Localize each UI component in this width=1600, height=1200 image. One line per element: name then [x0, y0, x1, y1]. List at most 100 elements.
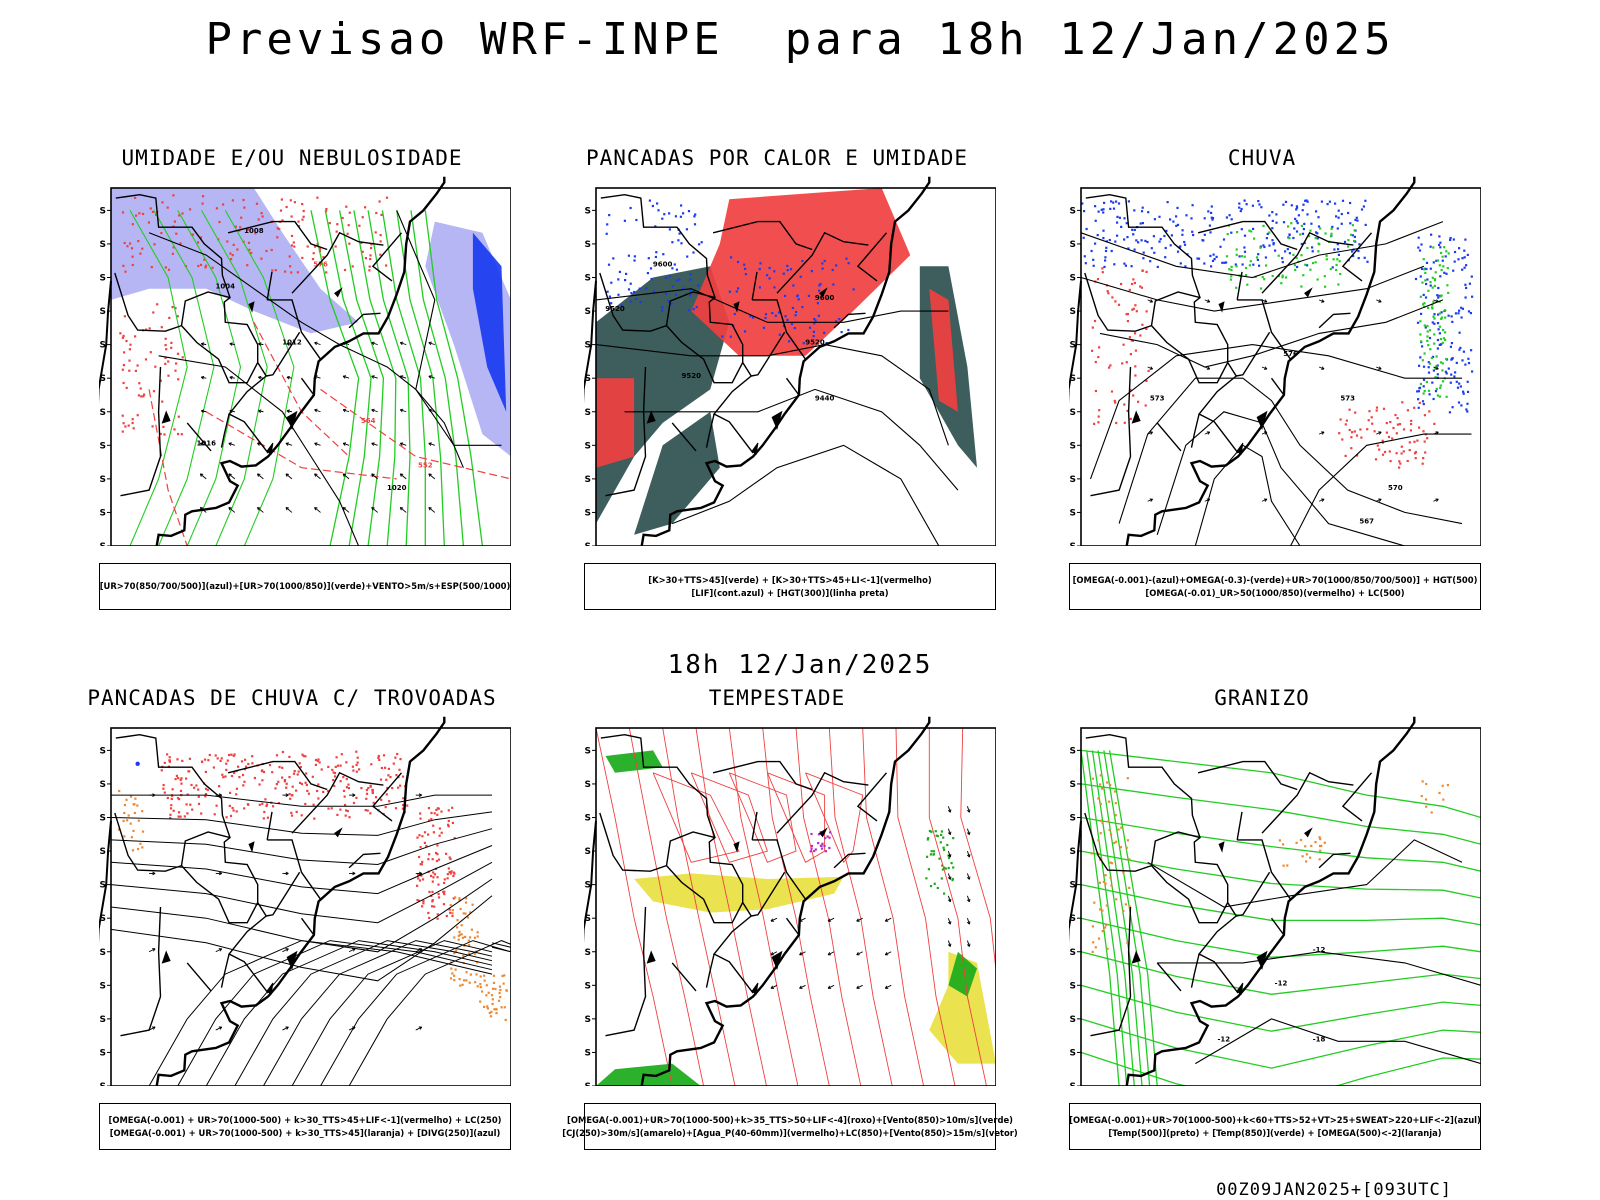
omega-area-blue [1083, 255, 1086, 258]
omega-area-blue [1352, 254, 1355, 258]
thunderstorm-area-red [432, 824, 435, 827]
wind-850-area-green [930, 830, 933, 833]
streamline-arrow [1149, 366, 1154, 370]
omega-area-blue [1210, 216, 1213, 219]
omega-area-green [1430, 356, 1433, 359]
rain-area-red [1378, 448, 1381, 451]
humidity-speckle-red [191, 233, 195, 236]
y-tick-label: 39S [584, 508, 591, 518]
omega-area-blue [1219, 245, 1222, 248]
lifted-index-contour-blue [793, 327, 796, 330]
omega-area-green [1330, 232, 1333, 235]
omega-area-blue [1234, 263, 1237, 266]
omega-area-blue [1426, 278, 1429, 281]
severe-storm-area-purple [824, 850, 827, 853]
lifted-index-contour-blue [665, 276, 668, 279]
humidity-speckle-red [137, 394, 140, 397]
thunderstorm-area-orange [476, 935, 479, 938]
omega-area-blue [1238, 202, 1241, 205]
y-tick-label: 15S [1069, 240, 1076, 250]
streamline-arrow [1263, 366, 1268, 370]
thunderstorm-area-orange [118, 789, 121, 793]
omega-area-blue [1337, 253, 1340, 256]
omega-area-blue [1252, 263, 1255, 266]
omega-area-blue [1451, 320, 1454, 323]
political-border [712, 220, 813, 251]
humidity-speckle-red [316, 196, 319, 199]
omega-area-blue [1203, 262, 1206, 265]
omega-area-green [1442, 265, 1445, 268]
omega-area-blue [1433, 313, 1436, 316]
wind-vector-850 [856, 952, 860, 956]
thunderstorm-area-red [330, 807, 333, 810]
streamline [205, 940, 493, 1086]
streamline-arrow [218, 871, 222, 876]
political-border [605, 366, 647, 497]
omega-area-green [1235, 248, 1238, 251]
omega-area-blue [1116, 221, 1119, 224]
thunderstorm-area-orange [460, 924, 463, 927]
humidity-speckle-red [153, 243, 156, 246]
temperature-850-contour [1080, 1051, 1481, 1086]
low-level-humidity-contour [153, 210, 215, 546]
thunderstorm-area-red [435, 808, 438, 811]
humidity-speckle-red [306, 245, 309, 248]
omega-area-green [1300, 254, 1303, 257]
omega-area-blue [1432, 261, 1435, 264]
thunderstorm-area-red [195, 784, 198, 787]
omega-area-blue [1176, 223, 1180, 226]
thunderstorm-area-red [438, 834, 441, 837]
thunderstorm-area-red [307, 792, 310, 795]
rain-area-red [1382, 407, 1386, 410]
omega-500-area-orange [1113, 842, 1116, 845]
lifted-index-contour-blue [744, 267, 747, 270]
lifted-index-contour-blue [728, 290, 731, 293]
omega-area-green [1293, 264, 1296, 267]
omega-500-area-orange [1115, 840, 1118, 843]
thunderstorm-area-red [204, 793, 208, 796]
thunderstorm-area-orange [464, 901, 468, 904]
thunderstorm-area-orange [456, 926, 459, 929]
lifted-index-contour-blue [749, 315, 752, 318]
rain-area-red [1408, 441, 1411, 444]
thunderstorm-area-orange [476, 961, 479, 964]
atlantic-coastline [155, 716, 446, 1086]
thunderstorm-area-red [365, 797, 368, 800]
wind-arrow [314, 506, 318, 511]
lifted-index-contour-blue [788, 340, 791, 343]
omega-area-green [1427, 344, 1430, 347]
thunderstorm-area-red [386, 786, 389, 790]
thunderstorm-area-orange [467, 939, 470, 942]
contour-label: -12 [1313, 946, 1326, 954]
omega-area-blue [1335, 215, 1338, 218]
political-border [1236, 331, 1271, 377]
lake-shape [161, 410, 171, 424]
humidity-speckle-red [135, 214, 138, 217]
omega-500-area-orange [1124, 903, 1127, 906]
humidity-speckle-red [260, 257, 263, 260]
lake-shape [1218, 841, 1225, 853]
omega-area-blue [1432, 397, 1435, 401]
omega-500-area-orange [1421, 780, 1424, 783]
humidity-speckle-red [174, 369, 177, 372]
lifted-index-contour-blue [675, 293, 678, 297]
omega-area-blue [1239, 210, 1242, 213]
wind-arrow [342, 473, 347, 477]
thunderstorm-area-orange [453, 979, 456, 982]
omega-area-green [1429, 348, 1432, 351]
omega-area-blue [1183, 243, 1187, 246]
legend-line: [OMEGA(-0.001) + UR>70(1000-500) + k>30_… [109, 1127, 501, 1138]
humidity-speckle-red [143, 393, 146, 396]
lifted-index-contour-blue [688, 309, 691, 312]
thunderstorm-area-orange [456, 919, 459, 922]
wind-850-area-green [927, 837, 930, 840]
humidity-speckle-red [140, 395, 143, 398]
thunderstorm-area-red [327, 807, 330, 810]
humidity-speckle-red [173, 428, 176, 431]
thunderstorm-area-red [258, 783, 261, 786]
y-tick-label: 24S [1069, 341, 1076, 351]
omega-area-blue [1417, 246, 1420, 249]
omega-area-blue [1190, 217, 1193, 220]
thunderstorm-area-red [399, 758, 402, 761]
omega-area-blue [1256, 258, 1259, 261]
